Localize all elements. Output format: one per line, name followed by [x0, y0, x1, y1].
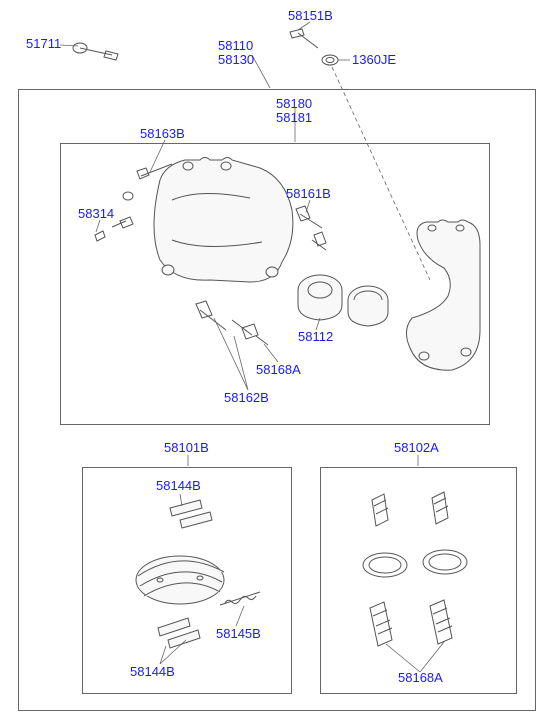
label-58181[interactable]: 58181	[276, 110, 312, 125]
label-58168A-lower[interactable]: 58168A	[398, 670, 443, 685]
washer-1360JE-icon	[322, 55, 338, 65]
label-58180[interactable]: 58180	[276, 96, 312, 111]
label-58144B-top[interactable]: 58144B	[156, 478, 201, 493]
assembly-group-box	[60, 143, 490, 425]
label-58130[interactable]: 58130	[218, 52, 254, 67]
label-58112[interactable]: 58112	[298, 329, 333, 344]
label-58101B[interactable]: 58101B	[164, 440, 209, 455]
label-58162B[interactable]: 58162B	[224, 390, 269, 405]
label-58161B[interactable]: 58161B	[286, 186, 331, 201]
label-58145B[interactable]: 58145B	[216, 626, 261, 641]
bolt-51711-icon	[73, 43, 118, 60]
diagram-canvas: 51711 58110 58130 58151B 1360JE 58180 58…	[0, 0, 553, 727]
label-58110[interactable]: 58110	[218, 38, 253, 53]
label-58168A-upper[interactable]: 58168A	[256, 362, 301, 377]
label-51711[interactable]: 51711	[26, 36, 61, 51]
label-58151B[interactable]: 58151B	[288, 8, 333, 23]
label-58144B-bottom[interactable]: 58144B	[130, 664, 175, 679]
pad-kit-box	[82, 467, 292, 694]
label-1360JE[interactable]: 1360JE	[352, 52, 396, 67]
label-58163B[interactable]: 58163B	[140, 126, 185, 141]
seal-kit-box	[320, 467, 517, 694]
label-58102A[interactable]: 58102A	[394, 440, 439, 455]
bolt-58151B-icon	[290, 29, 318, 48]
leader-58110	[252, 55, 270, 88]
label-58314[interactable]: 58314	[78, 206, 114, 221]
